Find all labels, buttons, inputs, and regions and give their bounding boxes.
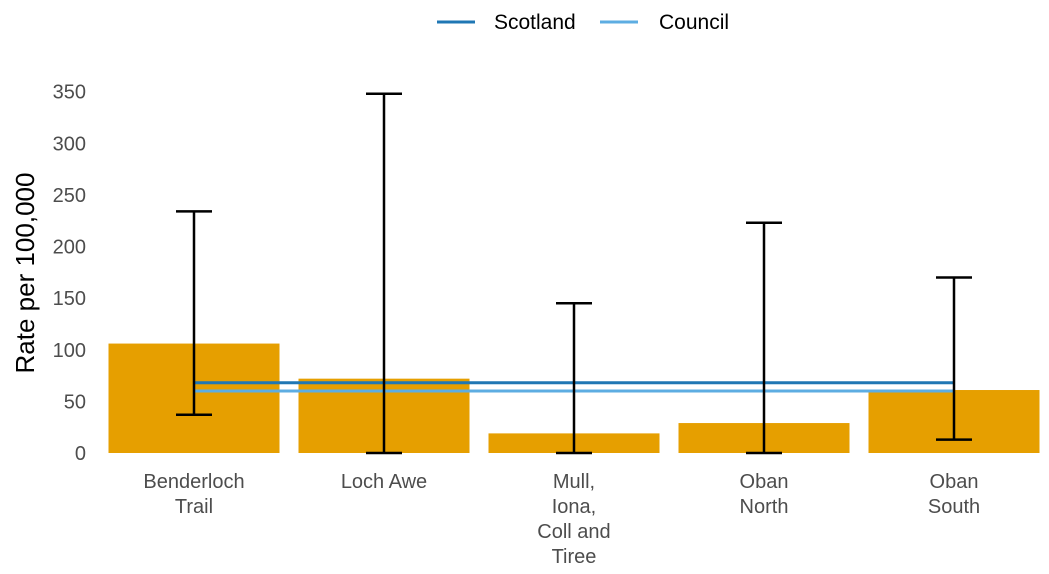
error-bar	[176, 210, 212, 417]
y-tick-label: 0	[75, 443, 86, 465]
x-tick-label-line: North	[740, 496, 789, 518]
x-tick-label-line: Oban	[930, 471, 979, 493]
y-tick-label: 300	[53, 133, 86, 155]
x-tick-label-line: Tiree	[552, 546, 597, 568]
legend-item-scotland: Scotland	[437, 11, 576, 34]
x-tick-label-line: Oban	[740, 471, 789, 493]
y-tick-label: 150	[53, 288, 86, 310]
x-tick-label: Oban South	[928, 471, 980, 518]
y-axis-ticks: 0 50 100 150 200 250 300 350	[53, 82, 86, 465]
error-bar	[746, 221, 782, 455]
y-tick-label: 50	[64, 391, 86, 413]
legend-label: Scotland	[494, 11, 576, 34]
x-tick-label-line: Mull,	[553, 471, 595, 493]
x-tick-label: Oban North	[740, 471, 789, 518]
error-bars	[176, 92, 972, 455]
error-bar	[936, 276, 972, 441]
y-tick-label: 250	[53, 185, 86, 207]
y-axis-title: Rate per 100,000	[10, 173, 40, 374]
x-axis-labels: Benderloch Trail Loch Awe Mull, Iona, Coll an…	[143, 471, 980, 568]
error-bar	[366, 92, 402, 455]
x-tick-label-line: Loch Awe	[341, 471, 427, 493]
x-tick-label: Benderloch Trail	[143, 471, 244, 518]
y-tick-label: 200	[53, 237, 86, 259]
x-tick-label-line: Iona,	[552, 496, 596, 518]
legend-item-council: Council	[600, 11, 729, 34]
y-tick-label: 350	[53, 82, 86, 104]
x-tick-label: Loch Awe	[341, 471, 427, 493]
legend: Scotland Council	[437, 11, 729, 34]
y-tick-label: 100	[53, 340, 86, 362]
x-tick-label-line: Benderloch	[143, 471, 244, 493]
legend-label: Council	[659, 11, 729, 34]
error-bar	[556, 302, 592, 455]
x-tick-label-line: Trail	[175, 496, 213, 518]
x-tick-label-line: Coll and	[537, 521, 610, 543]
x-tick-label: Mull, Iona, Coll and Tiree	[537, 471, 610, 568]
x-tick-label-line: South	[928, 496, 980, 518]
